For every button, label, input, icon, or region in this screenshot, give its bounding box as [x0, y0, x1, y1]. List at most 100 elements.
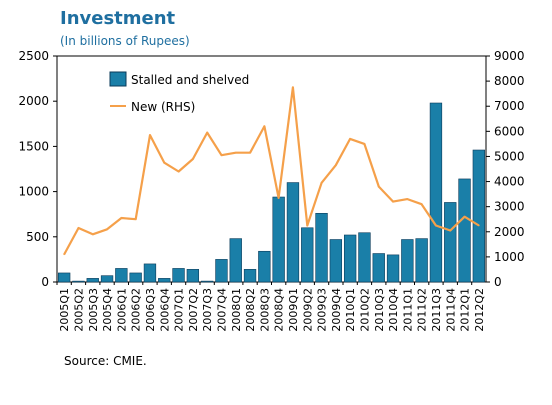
line-point [420, 203, 423, 205]
bar [472, 149, 486, 283]
x-tick-label: 2012Q2 [473, 288, 486, 332]
y-left-tick-label: 1500 [18, 139, 49, 153]
x-tick-label: 2011Q1 [401, 288, 414, 332]
x-tick-label: 2007Q3 [201, 288, 214, 332]
line-point [392, 200, 394, 203]
x-tick-label: 2006Q2 [130, 288, 143, 332]
line-point [149, 134, 151, 136]
bar [243, 269, 257, 283]
bar [215, 259, 228, 283]
chart-title: Investment [60, 8, 176, 29]
x-tick-label: 2008Q4 [273, 288, 286, 332]
y-right-tick-label: 6000 [494, 124, 525, 138]
bar [286, 182, 300, 283]
y-right-tick-label: 0 [494, 275, 502, 289]
x-tick-label: 2010Q3 [373, 288, 386, 332]
bar [444, 202, 457, 283]
line-point [363, 143, 366, 145]
legend-label-stalled: Stalled and shelved [131, 73, 249, 87]
y-right-tick-label: 3000 [494, 200, 525, 214]
bar [258, 250, 271, 283]
line-point [63, 253, 65, 256]
bar [100, 275, 114, 283]
line-point [335, 164, 337, 167]
bar [143, 263, 157, 283]
legend: Stalled and shelved New (RHS) [109, 71, 249, 114]
series-line-new [63, 86, 480, 255]
line-point [249, 151, 251, 154]
bar [129, 272, 142, 283]
x-tick-label: 2011Q3 [430, 288, 443, 332]
x-tick-label: 2006Q3 [144, 288, 157, 332]
bar [86, 278, 99, 283]
line-point [106, 228, 108, 231]
x-tick-label: 2009Q2 [301, 288, 314, 332]
line-point [406, 198, 409, 200]
line-point [134, 218, 137, 221]
line-point [163, 161, 166, 164]
chart-subtitle: (In billions of Rupees) [60, 34, 190, 48]
line-point [220, 154, 223, 156]
bar [372, 253, 385, 283]
x-tick-label: 2007Q2 [187, 288, 200, 332]
bar [115, 268, 128, 283]
line-point [449, 229, 452, 232]
line-point [192, 158, 194, 160]
bar [329, 239, 343, 283]
bar [229, 238, 242, 283]
bar [458, 178, 471, 283]
line-point [177, 170, 180, 173]
bar [57, 272, 71, 283]
x-tick-label: 2005Q1 [58, 288, 71, 332]
bar [386, 254, 400, 283]
x-tick-label: 2005Q4 [101, 288, 114, 332]
bar [415, 238, 428, 283]
legend-swatch-stalled [109, 71, 127, 87]
x-tick-label: 2008Q1 [230, 288, 243, 332]
y-right-tick-label: 5000 [494, 149, 525, 163]
line-point [120, 217, 123, 219]
line-point [206, 131, 208, 134]
x-tick-label: 2006Q4 [158, 288, 171, 332]
y-right-tick-label: 8000 [494, 74, 525, 88]
bar [429, 102, 443, 283]
bar [158, 278, 171, 283]
y-left-tick-label: 2500 [18, 49, 49, 63]
x-tick-label: 2011Q4 [444, 288, 457, 332]
y-right-tick-label: 9000 [494, 49, 525, 63]
plot-area: 0 500 1000 1500 2000 2500 0 1000 2000 3000 4000 500… [18, 49, 524, 332]
x-tick-label: 2007Q4 [215, 288, 228, 332]
x-tick-label: 2012Q1 [459, 288, 472, 332]
x-tick-label: 2011Q2 [416, 288, 429, 332]
line-point [435, 224, 437, 227]
bar [186, 269, 200, 283]
y-left-tick-label: 0 [41, 275, 49, 289]
bar [272, 196, 285, 283]
line-point [320, 182, 323, 184]
bar [358, 232, 371, 283]
line-point [277, 197, 280, 199]
y-left-tick-label: 1000 [18, 185, 49, 199]
x-tick-label: 2009Q4 [330, 288, 343, 332]
x-tick-label: 2010Q2 [358, 288, 371, 332]
y-left-tick-label: 500 [26, 230, 49, 244]
y-right-tick-label: 7000 [494, 99, 525, 113]
line-point [77, 227, 80, 229]
bar [301, 227, 314, 283]
bar [172, 268, 185, 283]
x-tick-label: 2010Q4 [387, 288, 400, 332]
line-point [377, 185, 380, 188]
x-tick-label: 2008Q3 [258, 288, 271, 332]
line-point [263, 125, 266, 128]
line-point [91, 233, 94, 236]
x-tick-label: 2005Q2 [72, 288, 85, 332]
x-tick-label: 2009Q1 [287, 288, 300, 332]
bar [315, 212, 328, 283]
line-point [349, 138, 351, 140]
x-tick-label: 2009Q3 [316, 288, 329, 332]
y-right-tick-label: 2000 [494, 225, 525, 239]
y-right-tick-label: 1000 [494, 250, 525, 264]
line-point [478, 224, 480, 227]
source-note: Source: CMIE. [64, 354, 147, 368]
